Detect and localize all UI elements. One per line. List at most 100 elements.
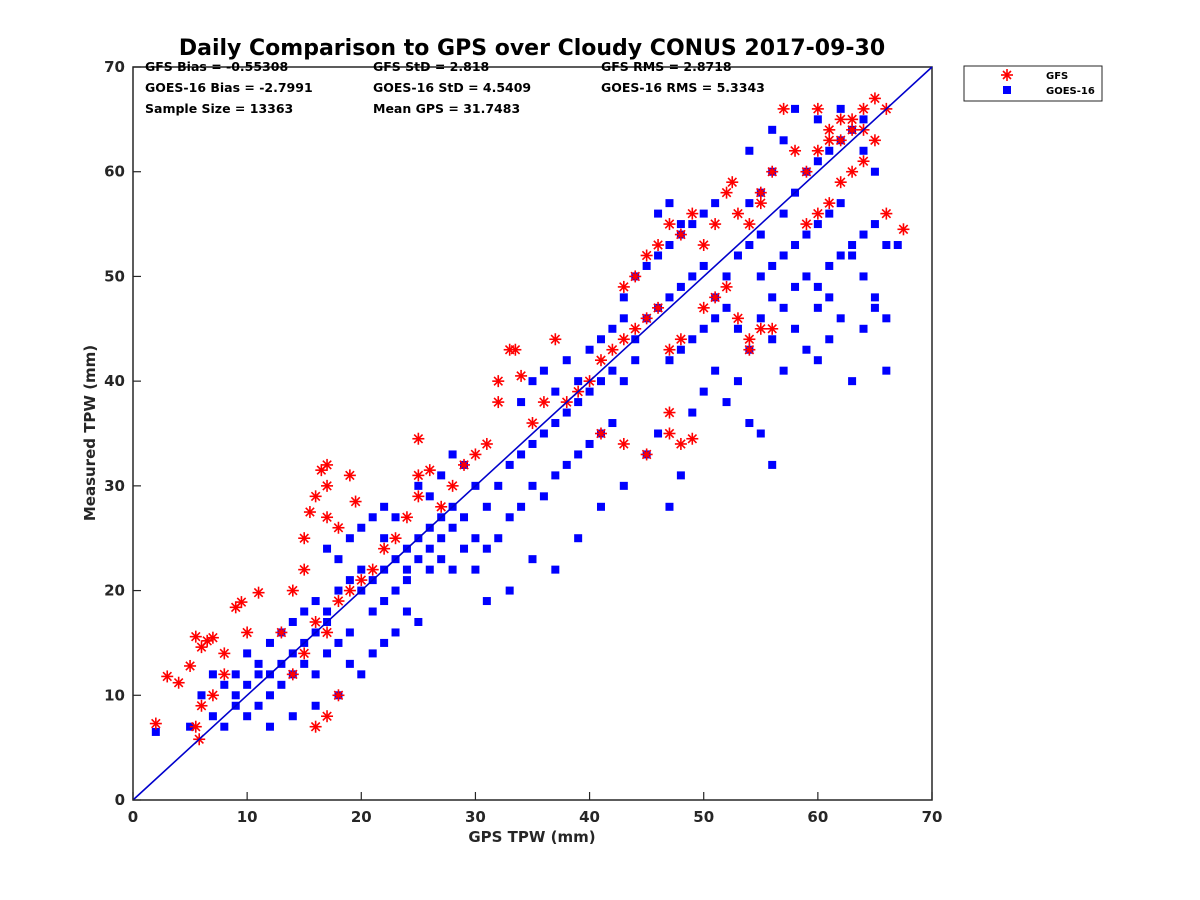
x-axis-ticks: 0 10 20 30 40 50 60 70 bbox=[128, 792, 942, 826]
gfs-point bbox=[663, 343, 676, 356]
goes16-point bbox=[391, 586, 400, 595]
goes16-point bbox=[631, 356, 640, 365]
goes16-point bbox=[345, 534, 354, 543]
gfs-point bbox=[594, 354, 607, 367]
gfs-point bbox=[412, 490, 425, 503]
goes16-point bbox=[585, 439, 594, 448]
gfs-point bbox=[275, 626, 288, 639]
goes16-point bbox=[357, 523, 366, 532]
goes16-point bbox=[460, 544, 469, 553]
goes16-point bbox=[562, 356, 571, 365]
goes16-point bbox=[608, 324, 617, 333]
goes16-point bbox=[688, 220, 697, 229]
goes16-point bbox=[334, 555, 343, 564]
goes16-point bbox=[791, 324, 800, 333]
goes16-point bbox=[779, 303, 788, 312]
gfs-point bbox=[343, 584, 356, 597]
goes16-point bbox=[733, 377, 742, 386]
goes16-point bbox=[813, 220, 822, 229]
stat-gfs-rms: GFS RMS = 2.8718 bbox=[601, 59, 732, 74]
goes16-point bbox=[437, 555, 446, 564]
goes16-point bbox=[231, 670, 240, 679]
goes16-point bbox=[243, 712, 252, 721]
goes16-point bbox=[243, 680, 252, 689]
y-tick-label: 70 bbox=[104, 58, 125, 76]
goes16-point bbox=[288, 712, 297, 721]
gfs-point bbox=[834, 176, 847, 189]
gfs-point bbox=[321, 710, 334, 723]
goes16-point bbox=[859, 146, 868, 155]
goes16-point bbox=[243, 649, 252, 658]
gfs-point bbox=[857, 102, 870, 115]
goes16-point bbox=[756, 272, 765, 281]
goes16-point bbox=[482, 597, 491, 606]
goes16-point bbox=[596, 377, 605, 386]
gfs-point bbox=[640, 448, 653, 461]
goes16-point bbox=[836, 251, 845, 260]
goes16-point bbox=[334, 586, 343, 595]
stat-gfs-bias: GFS Bias = -0.55308 bbox=[145, 59, 288, 74]
gfs-point bbox=[800, 218, 813, 231]
goes16-point bbox=[562, 408, 571, 417]
goes16-point bbox=[505, 513, 514, 522]
gfs-point bbox=[789, 144, 802, 157]
goes16-point bbox=[893, 241, 902, 250]
goes16-point bbox=[699, 209, 708, 218]
gfs-point bbox=[811, 144, 824, 157]
goes16-point bbox=[334, 638, 343, 647]
goes16-point bbox=[882, 314, 891, 323]
goes16-point bbox=[311, 701, 320, 710]
goes16-point bbox=[654, 251, 663, 260]
goes16-point bbox=[574, 450, 583, 459]
goes16-point bbox=[494, 534, 503, 543]
gfs-point bbox=[469, 448, 482, 461]
gfs-point bbox=[868, 134, 881, 147]
goes16-point bbox=[585, 387, 594, 396]
goes16-point bbox=[676, 220, 685, 229]
gfs-point bbox=[343, 469, 356, 482]
x-tick-label: 60 bbox=[807, 808, 828, 826]
gfs-point bbox=[355, 574, 368, 587]
goes16-point bbox=[482, 544, 491, 553]
goes16-point bbox=[505, 460, 514, 469]
goes16-point bbox=[494, 481, 503, 490]
goes16-point bbox=[368, 513, 377, 522]
goes16-point bbox=[859, 324, 868, 333]
goes16-point bbox=[722, 303, 731, 312]
gfs-point bbox=[309, 615, 322, 628]
x-tick-label: 10 bbox=[237, 808, 258, 826]
goes16-point bbox=[665, 502, 674, 511]
x-tick-label: 0 bbox=[128, 808, 138, 826]
goes16-point bbox=[528, 555, 537, 564]
gfs-point bbox=[709, 291, 722, 304]
goes16-point bbox=[345, 628, 354, 637]
stat-goes-rms: GOES-16 RMS = 5.3343 bbox=[601, 80, 765, 95]
gfs-point bbox=[629, 270, 642, 283]
goes16-point bbox=[745, 241, 754, 250]
gfs-point bbox=[332, 689, 345, 702]
goes16-point bbox=[574, 398, 583, 407]
stat-gfs-std: GFS StD = 2.818 bbox=[373, 59, 489, 74]
goes16-point bbox=[448, 565, 457, 574]
gfs-point bbox=[823, 134, 836, 147]
goes16-point bbox=[756, 230, 765, 239]
gfs-point bbox=[389, 532, 402, 545]
goes16-point bbox=[768, 335, 777, 344]
goes16-point bbox=[836, 314, 845, 323]
gfs-point bbox=[766, 165, 779, 178]
goes16-point bbox=[665, 293, 674, 302]
goes16-point bbox=[768, 460, 777, 469]
goes16-point bbox=[265, 722, 274, 731]
y-tick-label: 30 bbox=[104, 477, 125, 495]
legend: GFS GOES-16 bbox=[963, 65, 1103, 102]
gfs-point bbox=[366, 563, 379, 576]
gfs-point bbox=[663, 406, 676, 419]
goes16-point bbox=[460, 513, 469, 522]
goes16-point bbox=[380, 534, 389, 543]
gfs-point bbox=[400, 511, 413, 524]
goes16-point bbox=[859, 272, 868, 281]
goes16-point bbox=[859, 230, 868, 239]
goes16-point bbox=[197, 691, 206, 700]
gfs-point bbox=[754, 197, 767, 210]
gfs-point bbox=[754, 186, 767, 199]
